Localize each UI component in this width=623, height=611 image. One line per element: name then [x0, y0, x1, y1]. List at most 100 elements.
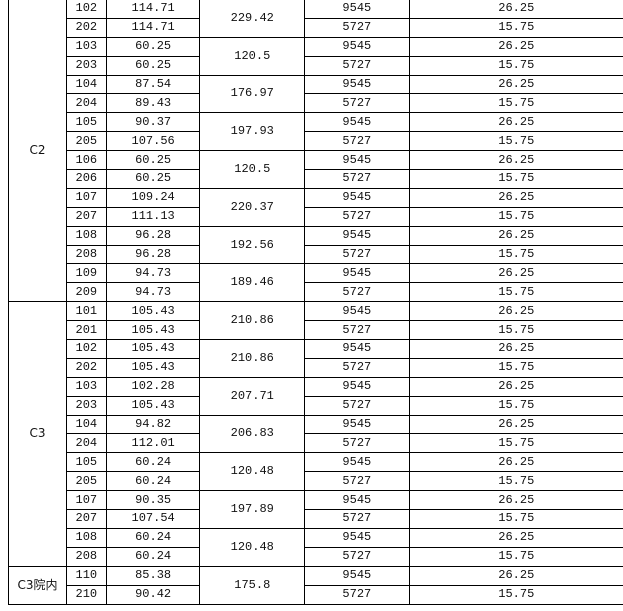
table-row: 105 90.37 197.93 9545 26.25 [9, 112, 623, 152]
area-cell: 60.24 [105, 452, 201, 473]
table-row: 103 60.25 120.5 9545 26.25 [9, 36, 623, 76]
price-cell: 5727 [304, 244, 410, 265]
price-cell: 9545 [304, 263, 410, 284]
area-cell: 60.25 [105, 36, 201, 57]
rate-cell: 26.25 [408, 376, 623, 397]
room-cell: 207 [65, 509, 107, 529]
room-cell: 109 [65, 263, 107, 284]
price-cell: 5727 [304, 282, 410, 303]
price-cell: 5727 [304, 320, 410, 341]
area-cell: 114.71 [105, 0, 201, 19]
rate-cell: 26.25 [408, 36, 623, 57]
area-cell: 94.73 [105, 263, 201, 284]
room-cell: 210 [65, 584, 107, 605]
price-cell: 5727 [304, 55, 410, 76]
area-cell: 87.54 [105, 74, 201, 95]
price-cell: 5727 [304, 206, 410, 227]
room-cell: 204 [65, 93, 107, 114]
price-cell: 9545 [304, 414, 410, 435]
total-area-cell: 220.37 [199, 187, 306, 227]
price-cell: 9545 [304, 565, 410, 586]
building-cell: C2 [8, 0, 67, 303]
area-cell: 94.73 [105, 282, 201, 303]
table-row: 204 89.43 5727 15.75 [9, 93, 623, 114]
total-area-cell: 189.46 [199, 263, 306, 303]
room-cell: 103 [65, 376, 107, 397]
price-cell: 9545 [304, 74, 410, 95]
table-row: 103 102.28 207.71 9545 26.25 [9, 376, 623, 416]
table-row: 104 94.82 206.83 9545 26.25 [9, 414, 623, 454]
rate-cell: 26.25 [408, 339, 623, 359]
total-area-cell: 210.86 [199, 339, 306, 378]
price-cell: 5727 [304, 471, 410, 492]
rate-cell: 15.75 [408, 433, 623, 454]
area-cell: 109.24 [105, 187, 201, 208]
table-row: 203 105.43 5727 15.75 [9, 395, 623, 416]
area-cell: 105.43 [105, 395, 201, 416]
area-cell: 96.28 [105, 225, 201, 246]
table-row: 106 60.25 120.5 9545 26.25 [9, 150, 623, 189]
room-cell: 203 [65, 395, 107, 416]
price-cell: 9545 [304, 112, 410, 133]
area-cell: 105.43 [105, 339, 201, 359]
rate-cell: 15.75 [408, 55, 623, 76]
table-row: 207 111.13 5727 15.75 [9, 206, 623, 227]
area-cell: 89.43 [105, 93, 201, 114]
rate-cell: 15.75 [408, 282, 623, 303]
area-cell: 60.25 [105, 169, 201, 189]
area-cell: 60.25 [105, 55, 201, 76]
table-row: 108 60.24 120.48 9545 26.25 [9, 527, 623, 567]
area-cell: 94.82 [105, 414, 201, 435]
total-area-cell: 206.83 [199, 414, 306, 454]
rate-cell: 15.75 [408, 244, 623, 265]
room-cell: 206 [65, 169, 107, 189]
table-row: 210 90.42 5727 15.75 [9, 584, 623, 605]
price-cell: 5727 [304, 17, 410, 38]
price-cell: 5727 [304, 131, 410, 152]
price-cell: 9545 [304, 225, 410, 246]
price-cell: 5727 [304, 509, 410, 529]
rate-cell: 26.25 [408, 112, 623, 133]
table-row: 201 105.43 5727 15.75 [9, 320, 623, 341]
area-cell: 90.35 [105, 490, 201, 511]
room-cell: 203 [65, 55, 107, 76]
rate-cell: 15.75 [408, 584, 623, 605]
price-cell: 9545 [304, 187, 410, 208]
table-row: 205 60.24 5727 15.75 [9, 471, 623, 492]
room-cell: 107 [65, 187, 107, 208]
area-cell: 107.56 [105, 131, 201, 152]
room-cell: 201 [65, 320, 107, 341]
table-row: 102 105.43 210.86 9545 26.25 [9, 339, 623, 378]
table-row: 208 96.28 5727 15.75 [9, 244, 623, 265]
price-cell: 5727 [304, 169, 410, 189]
rate-cell: 26.25 [408, 225, 623, 246]
table-row: 204 112.01 5727 15.75 [9, 433, 623, 454]
table-row: 104 87.54 176.97 9545 26.25 [9, 74, 623, 114]
price-cell: 5727 [304, 546, 410, 567]
rate-cell: 15.75 [408, 17, 623, 38]
total-area-cell: 207.71 [199, 376, 306, 416]
price-cell: 9545 [304, 36, 410, 57]
price-cell: 9545 [304, 339, 410, 359]
area-cell: 105.43 [105, 320, 201, 341]
table-row: 109 94.73 189.46 9545 26.25 [9, 263, 623, 303]
table-row: 208 60.24 5727 15.75 [9, 546, 623, 567]
rate-cell: 15.75 [408, 206, 623, 227]
area-cell: 112.01 [105, 433, 201, 454]
rate-cell: 15.75 [408, 546, 623, 567]
room-cell: 205 [65, 471, 107, 492]
room-cell: 208 [65, 546, 107, 567]
total-area-cell: 120.48 [199, 527, 306, 567]
table-row: 203 60.25 5727 15.75 [9, 55, 623, 76]
price-cell: 5727 [304, 433, 410, 454]
area-cell: 107.54 [105, 509, 201, 529]
table-row: 209 94.73 5727 15.75 [9, 282, 623, 303]
area-cell: 90.42 [105, 584, 201, 605]
room-cell: 208 [65, 244, 107, 265]
rate-cell: 26.25 [408, 527, 623, 548]
rate-cell: 15.75 [408, 169, 623, 189]
table-row: 105 60.24 120.48 9545 26.25 [9, 452, 623, 492]
price-cell: 5727 [304, 584, 410, 605]
room-cell: 104 [65, 414, 107, 435]
total-area-cell: 120.48 [199, 452, 306, 492]
